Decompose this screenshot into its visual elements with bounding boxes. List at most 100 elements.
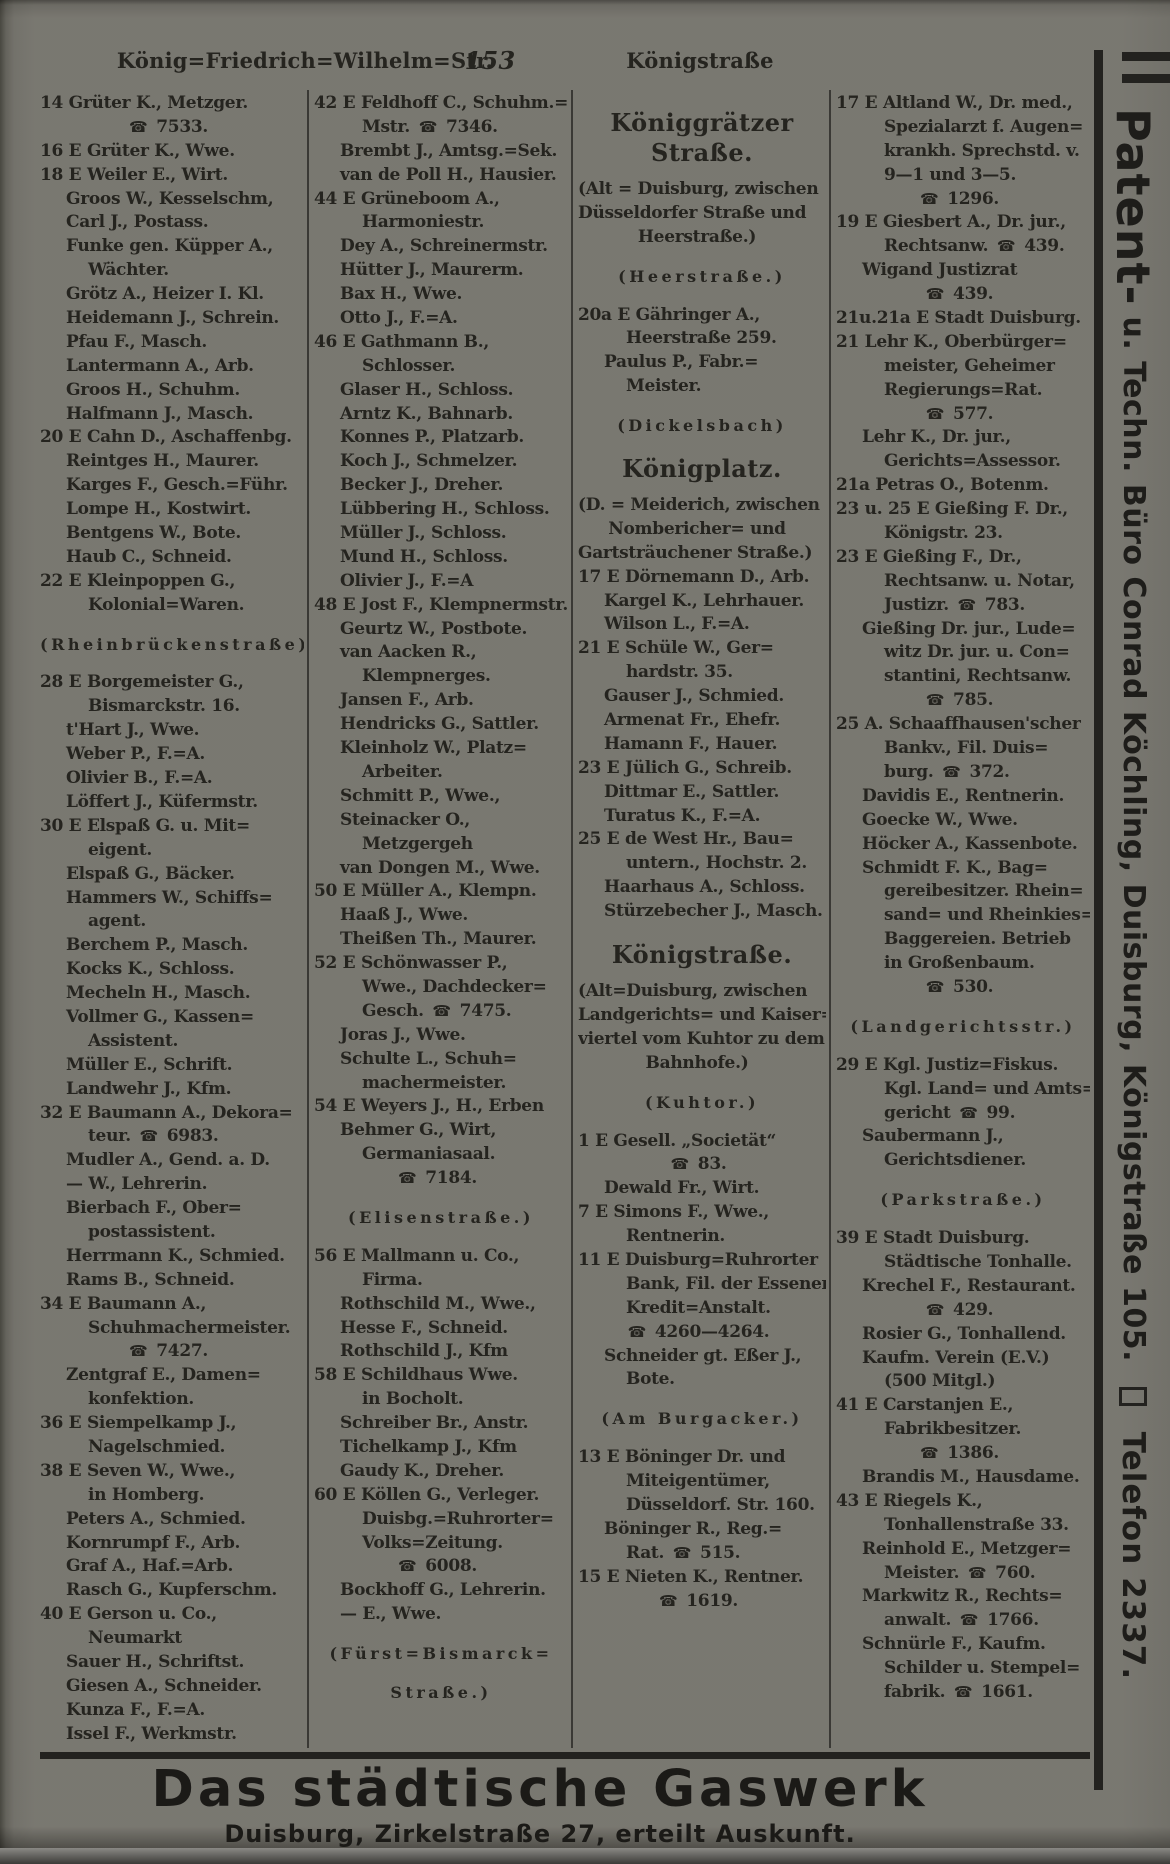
directory-line: Hendricks G., Sattler. — [340, 714, 539, 735]
directory-line: in Bocholt. — [362, 1389, 464, 1410]
phone-icon: ☎ — [670, 1155, 690, 1174]
directory-line: Reintges H., Maurer. — [66, 451, 259, 472]
directory-line: Miteigentümer, — [626, 1471, 770, 1492]
directory-line: ☎ 1296. — [836, 188, 1090, 212]
sidebar-ad-lead: Patent- — [1106, 108, 1160, 306]
directory-line: Groos W., Kesselschm, — [66, 188, 274, 209]
directory-line: Paulus P., Fabr.= — [604, 352, 759, 373]
directory-line: Haub C., Schneid. — [66, 546, 232, 567]
sidebar-ad-telefon: Telefon 2337. — [1115, 1419, 1151, 1681]
directory-line: Tichelkamp J., Kfm — [340, 1436, 517, 1457]
directory-line: Weber P., F.=A. — [66, 744, 205, 765]
directory-line: Dey A., Schreinermstr. — [340, 236, 548, 257]
directory-line: (Alt = Duisburg, zwischen — [578, 179, 819, 199]
directory-line: Volks=Zeitung. — [362, 1532, 503, 1553]
directory-line: Städtische Tonhalle. — [884, 1251, 1072, 1272]
phone-icon: ☎ — [959, 1611, 979, 1630]
directory-line: 14 Grüter K., Metzger. — [40, 93, 249, 113]
directory-line: Gießing Dr. jur., Lude= — [862, 618, 1076, 639]
directory-line: 34 E Baumann A., — [40, 1293, 207, 1314]
directory-line: Stürzebecher J., Masch. — [604, 901, 823, 922]
directory-line: (Fürst=Bismarck= — [329, 1644, 553, 1664]
directory-line: 54 E Weyers J., H., Erben — [314, 1096, 544, 1117]
directory-line: Bank, Fil. der Essener — [626, 1273, 826, 1294]
directory-line: Nagelschmied. — [88, 1436, 226, 1457]
directory-line: Lübbering H., Schloss. — [340, 499, 550, 520]
directory-line: Mudler A., Gend. a. D. — [66, 1150, 270, 1171]
phone-icon: ☎ — [627, 1322, 647, 1341]
directory-line: (Parkstraße.) — [880, 1190, 1046, 1210]
directory-line: 16 E Grüter K., Wwe. — [40, 140, 235, 161]
directory-line: Lompe H., Kostwirt. — [66, 499, 252, 520]
directory-line: 39 E Stadt Duisburg. — [836, 1228, 1030, 1249]
phone-icon: ☎ — [925, 1300, 945, 1319]
directory-line: — W., Lehrerin. — [66, 1174, 208, 1195]
directory-line: 17 E Altland W., Dr. med., — [836, 93, 1073, 113]
directory-line: 20 E Cahn D., Aschaffenbg. — [40, 427, 292, 448]
directory-line: Metzgergeh — [362, 833, 473, 854]
directory-line: Gauser J., Schmied. — [604, 686, 784, 707]
directory-line: 50 E Müller A., Klempn. — [314, 881, 537, 902]
directory-line: (500 Mitgl.) — [884, 1371, 996, 1392]
directory-line: 19 E Giesbert A., Dr. jur., — [836, 212, 1066, 233]
directory-line: Kocks K., Schloss. — [66, 959, 235, 980]
directory-line: Krechel F., Restaurant. — [862, 1275, 1076, 1296]
directory-line: Brandis M., Hausdame. — [862, 1466, 1080, 1487]
column-divider — [307, 90, 309, 1748]
sidebar-ad: Patent- u. Techn. Büro Conrad Köchling, … — [1106, 108, 1168, 1838]
directory-line: 48 E Jost F., Klempnermstr. — [314, 594, 568, 615]
directory-line: Müller J., Schloss. — [340, 523, 507, 544]
directory-line: ☎ 1386. — [836, 1442, 1090, 1466]
directory-line: ☎ 7427. — [40, 1340, 304, 1364]
phone-icon: ☎ — [128, 1342, 148, 1361]
directory-line: Assistent. — [88, 1030, 179, 1051]
directory-line: 40 E Gerson u. Co., — [40, 1604, 217, 1625]
phone-icon: ☎ — [418, 117, 438, 136]
directory-line: Halfmann J., Masch. — [66, 403, 254, 424]
directory-line: Bockhoff G., Lehrerin. — [340, 1580, 546, 1601]
directory-line: 29 E Kgl. Justiz=Fiskus. — [836, 1054, 1059, 1075]
directory-line: Steinacker O., — [340, 809, 471, 830]
directory-line: van Aacken R., — [340, 642, 477, 663]
directory-line: Dittmar E., Sattler. — [604, 781, 780, 802]
bottom-ad-subtitle: Duisburg, Zirkelstraße 27, erteilt Ausku… — [224, 1820, 856, 1848]
directory-line: 7 E Simons F., Wwe., — [578, 1202, 770, 1223]
directory-line: Spezialarzt f. Augen= — [884, 116, 1084, 137]
directory-line: Mstr. ☎ 7346. — [362, 116, 498, 137]
phone-icon: ☎ — [919, 189, 939, 208]
directory-line: Hesse F., Schneid. — [340, 1317, 508, 1338]
directory-line: ☎ 7533. — [40, 116, 304, 140]
directory-line: fabrik. ☎ 1661. — [884, 1682, 1033, 1702]
directory-line: Otto J., F.=A. — [340, 308, 458, 329]
directory-line: Becker J., Dreher. — [340, 475, 504, 496]
directory-line: 21a Petras O., Botenm. — [836, 475, 1049, 496]
directory-line: Gaudy K., Dreher. — [340, 1460, 505, 1481]
street-heading: Königplatz. — [622, 454, 782, 484]
directory-line: Wilson L., F.=A. — [604, 614, 750, 635]
directory-line: Meister. ☎ 760. — [884, 1562, 1036, 1583]
directory-line: Klempnerges. — [362, 666, 491, 687]
directory-line: (Kuhtor.) — [644, 1092, 760, 1112]
directory-line: Rothschild J., Kfm — [340, 1341, 508, 1362]
directory-line: 21 Lehr K., Oberbürger= — [836, 331, 1067, 352]
phone-icon: ☎ — [959, 1103, 978, 1122]
directory-line: Karges F., Gesch.=Führ. — [66, 475, 288, 496]
bottom-ad-title: Das städtische Gaswerk — [151, 1760, 929, 1819]
directory-line: Böninger R., Reg.= — [604, 1518, 782, 1539]
sidebar-ad-divider — [1094, 50, 1103, 1790]
directory-line: van de Poll H., Hausier. — [340, 164, 557, 185]
directory-line: ☎ 4260—4264. — [578, 1321, 826, 1345]
directory-column-4: 17 E Altland W., Dr. med., Spezialarzt f.… — [836, 92, 1090, 1748]
directory-line: ☎ 6008. — [314, 1555, 568, 1579]
directory-line: Höcker A., Kassenbote. — [862, 833, 1078, 854]
directory-line: 58 E Schildhaus Wwe. — [314, 1365, 518, 1386]
directory-line: 18 E Weiler E., Wirt. — [40, 164, 228, 185]
phone-icon: ☎ — [996, 237, 1016, 256]
directory-line: Justizr. ☎ 783. — [884, 594, 1025, 615]
directory-line: Kunza F., F.=A. — [66, 1699, 205, 1720]
box-ornament-icon — [1119, 1386, 1147, 1406]
directory-line: 42 E Feldhoff C., Schuhm.= — [314, 93, 568, 113]
directory-line: van Dongen M., Wwe. — [340, 857, 540, 878]
directory-line: ☎ 530. — [836, 976, 1090, 1000]
directory-line: Schreiber Br., Anstr. — [340, 1413, 529, 1434]
